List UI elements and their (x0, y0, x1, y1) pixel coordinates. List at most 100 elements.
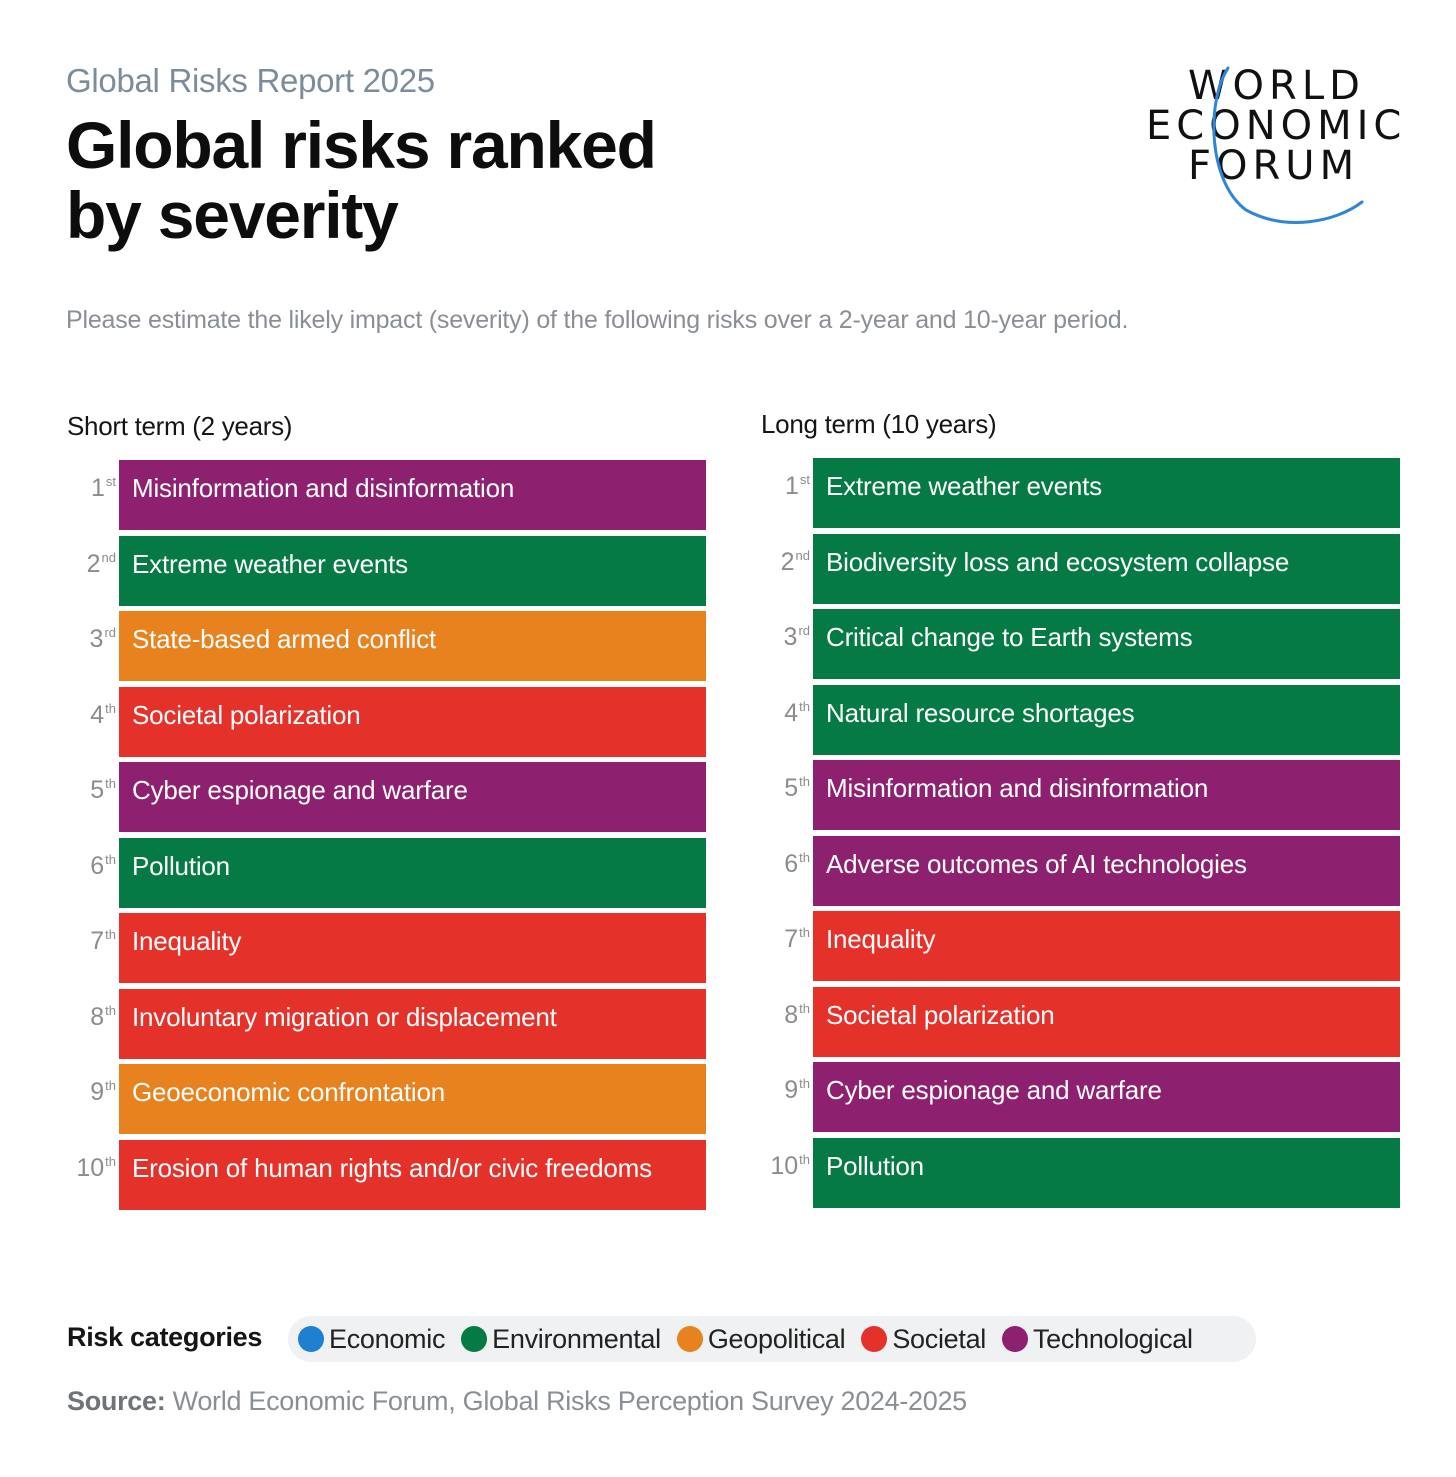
rank-number: 8th (90, 1003, 116, 1032)
legend-item: Economic (298, 1324, 445, 1355)
rank-suffix: nd (795, 547, 810, 563)
legend-dot-icon (861, 1326, 888, 1352)
risk-bar: Critical change to Earth systems (813, 609, 1400, 679)
rank-number: 3rd (784, 623, 810, 652)
risk-bar: Inequality (813, 911, 1400, 981)
report-label: Global Risks Report 2025 (66, 62, 435, 99)
wef-logo: WORLD ECONOMIC FORUM (1146, 62, 1416, 227)
rank-suffix: th (105, 1153, 116, 1169)
rank-value: 7 (90, 927, 105, 955)
rank-suffix: th (799, 698, 810, 714)
rank-row: 6th Adverse outcomes of AI technologies (760, 835, 1410, 912)
subtitle: Please estimate the likely impact (sever… (66, 306, 1129, 334)
rank-suffix: nd (101, 549, 116, 565)
rank-number: 7th (90, 927, 116, 956)
rank-row: 3rd State-based armed conflict (66, 611, 706, 687)
risk-bar: Biodiversity loss and ecosystem collapse (813, 533, 1400, 604)
rank-suffix: th (799, 1000, 810, 1016)
rank-number: 1st (91, 474, 116, 503)
risk-bar: Involuntary migration or displacement (119, 988, 706, 1059)
rank-number: 6th (784, 850, 810, 879)
risk-bar: Inequality (119, 913, 706, 983)
legend-item: Technological (1001, 1323, 1193, 1355)
rank-suffix: th (105, 1002, 116, 1018)
risk-bar: Natural resource shortages (813, 684, 1400, 755)
risk-bar: Societal polarization (813, 986, 1400, 1057)
rank-number: 10th (76, 1154, 116, 1183)
rank-value: 10 (770, 1151, 799, 1180)
rank-number: 9th (784, 1076, 810, 1105)
risk-bar: Pollution (813, 1137, 1400, 1208)
legend-dot-icon (676, 1326, 703, 1352)
rank-value: 1 (784, 472, 799, 500)
rank-row: 6th Pollution (66, 837, 706, 914)
rank-number: 7th (784, 925, 810, 954)
rank-value: 6 (90, 851, 105, 880)
source-note: Source: World Economic Forum, Global Ris… (67, 1386, 967, 1417)
risk-bar: Cyber espionage and warfare (813, 1062, 1400, 1132)
rank-value: 7 (784, 925, 799, 953)
risk-bar: Adverse outcomes of AI technologies (813, 835, 1400, 906)
legend-item: Geopolitical (676, 1324, 846, 1355)
legend-title: Risk categories (67, 1322, 263, 1352)
risk-bar: Misinformation and disinformation (119, 460, 706, 530)
legend-dot-icon (461, 1326, 488, 1352)
rank-number: 10th (770, 1152, 810, 1181)
rank-value: 10 (76, 1153, 105, 1182)
source-label: Source: (67, 1386, 166, 1416)
rank-row: 10th Erosion of human rights and/or civic… (66, 1139, 706, 1216)
rank-value: 9 (784, 1076, 799, 1104)
rank-number: 4th (90, 701, 116, 730)
rank-number: 1st (785, 472, 810, 501)
rank-row: 4th Societal polarization (66, 686, 706, 763)
rank-suffix: rd (798, 623, 810, 638)
risk-bar: Pollution (119, 837, 706, 908)
risk-bar: State-based armed conflict (119, 611, 706, 681)
legend-dot-icon (1001, 1326, 1028, 1352)
rank-suffix: th (105, 700, 116, 716)
rank-suffix: th (105, 927, 116, 942)
rank-suffix: th (799, 849, 810, 865)
long-term-ranking: 1st Extreme weather events 2nd Biodiversity… (760, 458, 1410, 1213)
rank-value: 5 (90, 776, 105, 804)
legend-label: Technological (1032, 1323, 1193, 1354)
rank-suffix: th (799, 774, 810, 789)
rank-row: 3rd Critical change to Earth systems (760, 609, 1410, 685)
rank-row: 8th Involuntary migration or displacement (66, 988, 706, 1065)
rank-value: 8 (90, 1002, 105, 1031)
title-line-2: by severity (66, 178, 399, 252)
long-term-title: Long term (10 years) (761, 409, 997, 439)
legend: Economic Environmental Geopolitical Societa… (288, 1316, 1256, 1362)
rank-row: 1st Extreme weather events (760, 458, 1410, 534)
legend-dot-icon (298, 1326, 324, 1352)
rank-value: 1 (90, 474, 105, 502)
rank-number: 8th (784, 1001, 810, 1030)
risk-bar: Extreme weather events (119, 535, 706, 606)
title-line-1: Global risks ranked (66, 108, 657, 182)
rank-value: 8 (784, 1000, 799, 1029)
short-term-ranking: 1st Misinformation and disinformation 2nd E… (66, 460, 706, 1215)
legend-label: Societal (892, 1323, 986, 1354)
source-text: World Economic Forum, Global Risks Perce… (172, 1386, 968, 1416)
rank-suffix: th (799, 1076, 810, 1091)
legend-label: Economic (329, 1323, 446, 1354)
risk-bar: Cyber espionage and warfare (119, 762, 706, 832)
rank-number: 2nd (781, 548, 810, 577)
logo-line-2: ECONOMIC (1146, 103, 1407, 149)
risk-bar: Misinformation and disinformation (813, 760, 1400, 830)
rank-row: 7th Inequality (760, 911, 1410, 987)
rank-row: 5th Cyber espionage and warfare (66, 762, 706, 838)
rank-row: 8th Societal polarization (760, 986, 1410, 1063)
risk-bar: Erosion of human rights and/or civic fre… (119, 1139, 706, 1210)
rank-number: 5th (784, 774, 810, 803)
rank-suffix: th (105, 851, 116, 867)
rank-value: 6 (784, 849, 799, 878)
page-title: Global risks ranked by severity (66, 108, 657, 252)
rank-suffix: th (799, 925, 810, 940)
short-term-title: Short term (2 years) (67, 411, 293, 441)
rank-row: 9th Geoeconomic confrontation (66, 1064, 706, 1140)
rank-row: 1st Misinformation and disinformation (66, 460, 706, 536)
rank-number: 4th (784, 699, 810, 728)
rank-suffix: th (105, 1078, 116, 1093)
rank-number: 9th (90, 1078, 116, 1107)
